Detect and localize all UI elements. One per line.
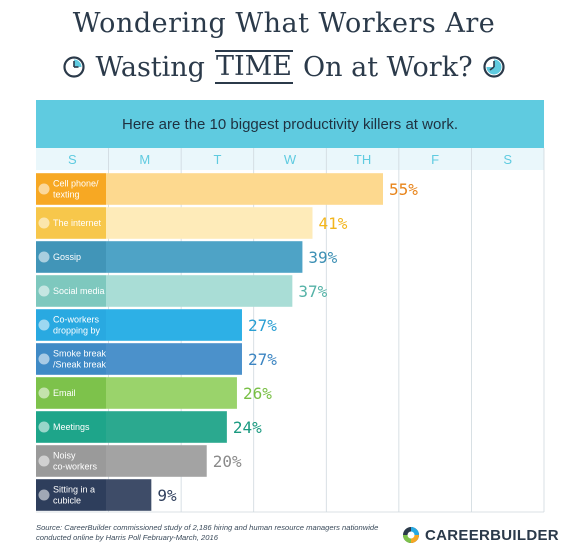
category-label: Social media xyxy=(53,286,105,296)
source-line-2: conducted online by Harris Poll February… xyxy=(36,533,218,542)
data-label: 55% xyxy=(389,180,418,199)
data-label: 26% xyxy=(243,384,272,403)
category-label: Sitting in a cubicle xyxy=(53,485,95,506)
category-icon xyxy=(38,217,50,229)
day-header-band xyxy=(36,148,544,170)
day-header-0: S xyxy=(68,152,77,167)
data-label: 41% xyxy=(318,214,347,233)
category-label-line: Co-workers xyxy=(53,315,100,325)
title-on-at-work: On at Work? xyxy=(303,51,473,83)
category-icon xyxy=(38,421,50,433)
category-label: The internet xyxy=(53,218,102,228)
page-title-line-1: Wondering What Workers Are xyxy=(72,8,496,39)
category-icon xyxy=(38,183,50,195)
data-label: 20% xyxy=(213,452,242,471)
category-label-line: texting xyxy=(53,190,80,200)
careerbuilder-logo: CAREERBUILDER xyxy=(402,526,559,544)
category-label-line: Sitting in a xyxy=(53,485,95,495)
category-label: Cell phone/texting xyxy=(53,179,99,200)
bar xyxy=(106,411,227,443)
category-icon xyxy=(38,353,50,365)
data-label: 24% xyxy=(233,418,262,437)
logo-text: CAREERBUILDER xyxy=(425,526,559,544)
category-icon xyxy=(38,251,50,263)
category-label-line: dropping by xyxy=(53,326,101,336)
category-label-line: Noisy xyxy=(53,451,76,461)
bar xyxy=(106,377,237,409)
category-icon xyxy=(38,319,50,331)
bar xyxy=(106,343,242,375)
category-label-line: Smoke breaks xyxy=(53,349,111,359)
title-time: TIME xyxy=(214,50,293,84)
category-icon xyxy=(38,285,50,297)
category-label: Co-workers dropping by xyxy=(53,315,101,336)
category-label-line: Gossip xyxy=(53,252,81,262)
day-header-3: W xyxy=(284,152,297,167)
category-label-line: Cell phone/ xyxy=(53,179,99,189)
source-note: Source: CareerBuilder commissioned study… xyxy=(36,523,378,543)
data-label: 9% xyxy=(157,486,177,505)
category-label-line: /Sneak breaks xyxy=(53,360,111,370)
page-title-line-2: Wasting TIME On at Work? xyxy=(0,50,568,84)
day-header-4: TH xyxy=(354,152,371,167)
day-header-6: S xyxy=(503,152,512,167)
category-label: Meetings xyxy=(53,422,90,432)
data-label: 39% xyxy=(308,248,337,267)
bar xyxy=(106,479,152,511)
category-label: Email xyxy=(53,388,76,398)
clock-icon xyxy=(63,56,86,78)
data-label: 27% xyxy=(248,316,277,335)
bar xyxy=(106,275,293,307)
data-label: 37% xyxy=(298,282,327,301)
category-label-line: Meetings xyxy=(53,422,90,432)
category-label-line: cubicle xyxy=(53,496,81,506)
day-header-1: M xyxy=(139,152,150,167)
bar xyxy=(106,241,303,273)
category-icon xyxy=(38,455,50,467)
data-label: 27% xyxy=(248,350,277,369)
category-label-line: Social media xyxy=(53,286,105,296)
bar xyxy=(106,173,383,205)
subtitle-banner: Here are the 10 biggest productivity kil… xyxy=(36,100,544,148)
category-label-line: co-workers xyxy=(53,462,98,472)
day-header-5: F xyxy=(431,152,439,167)
bar xyxy=(106,207,313,239)
source-line-1: Source: CareerBuilder commissioned study… xyxy=(36,523,379,532)
category-label: Smoke breaks/Sneak breaks xyxy=(53,349,111,370)
logo-mark-icon xyxy=(403,527,419,543)
title-wasting: Wasting xyxy=(95,51,205,83)
category-icon xyxy=(38,489,50,501)
bar xyxy=(106,309,242,341)
category-label: Gossip xyxy=(53,252,81,262)
day-header-2: T xyxy=(213,152,221,167)
category-label: Noisy co-workers xyxy=(53,451,98,472)
category-icon xyxy=(38,387,50,399)
category-label-line: Email xyxy=(53,388,76,398)
bar xyxy=(106,445,207,477)
clock-icon xyxy=(482,56,505,78)
category-label-line: The internet xyxy=(53,218,102,228)
